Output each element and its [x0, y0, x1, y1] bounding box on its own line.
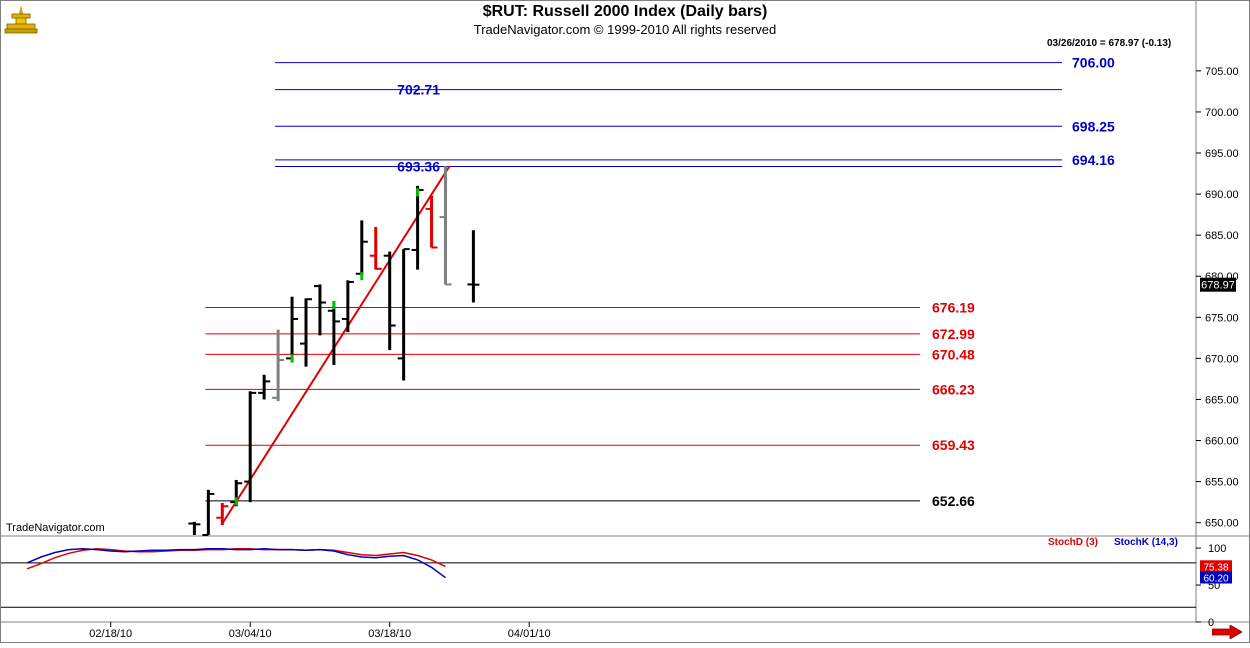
y-tick-label: 700.00 — [1205, 107, 1239, 119]
level-label: 676.19 — [932, 300, 975, 316]
price-bar — [397, 248, 410, 381]
y-tick-label: 695.00 — [1205, 148, 1239, 160]
y-tick-label: 655.00 — [1205, 477, 1239, 489]
stoch-series-line — [26, 548, 446, 570]
y-tick-label: 690.00 — [1205, 189, 1239, 201]
y-tick-label: 675.00 — [1205, 312, 1239, 324]
price-bar — [467, 230, 480, 303]
stoch-value-label: 75.38 — [1203, 562, 1228, 573]
status-line: 03/26/2010 = 678.97 (-0.13) — [1047, 38, 1172, 49]
legend-stoch-d: StochD (3) — [1048, 537, 1098, 548]
stoch-value-tag — [1200, 560, 1232, 573]
trendline — [221, 165, 451, 525]
watermark-text: TradeNavigator.com — [6, 522, 105, 534]
y-tick-label: 685.00 — [1205, 230, 1239, 242]
stoch-y-tick-label: 100 — [1208, 543, 1226, 555]
y-tick-label: 660.00 — [1205, 436, 1239, 448]
price-bar — [411, 185, 424, 270]
x-tick-label: 02/18/10 — [89, 628, 132, 640]
stoch-value-label: 60.20 — [1203, 574, 1228, 585]
price-bar — [286, 296, 299, 363]
price-bar — [355, 220, 368, 275]
price-bar — [341, 280, 354, 333]
level-label: 702.71 — [397, 82, 440, 98]
price-bar — [369, 226, 382, 270]
level-label: 693.36 — [397, 158, 440, 174]
price-bar — [244, 391, 257, 503]
level-label: 652.66 — [932, 493, 975, 509]
price-bar — [188, 521, 201, 535]
level-label: 698.25 — [1072, 118, 1115, 134]
level-label: 694.16 — [1072, 152, 1115, 168]
price-bar — [300, 298, 312, 367]
stoch-value-tag — [1200, 571, 1232, 584]
level-label: 672.99 — [932, 326, 975, 342]
stoch-y-tick-label: 0 — [1208, 617, 1214, 629]
last-price-label: 678.97 — [1201, 280, 1235, 292]
price-bar — [425, 195, 438, 249]
x-tick-label: 03/18/10 — [368, 628, 411, 640]
red-right-arrow-icon[interactable] — [1212, 625, 1242, 639]
legend-stoch-k: StochK (14,3) — [1114, 537, 1178, 548]
level-label: 666.23 — [932, 381, 975, 397]
stoch-series-line — [26, 548, 446, 579]
level-label: 670.48 — [932, 346, 975, 362]
price-bar — [216, 502, 229, 526]
price-bar — [383, 251, 396, 351]
price-bar — [313, 284, 326, 336]
y-tick-label: 705.00 — [1205, 66, 1239, 78]
y-tick-label: 670.00 — [1205, 353, 1239, 365]
chart-subtitle: TradeNavigator.com © 1999-2010 All right… — [473, 22, 777, 37]
x-tick-label: 04/01/10 — [508, 628, 551, 640]
y-tick-label: 650.00 — [1205, 518, 1239, 530]
price-bar — [327, 302, 340, 365]
price-bar — [258, 374, 271, 400]
tradenavigator-logo-icon[interactable] — [4, 4, 38, 34]
level-label: 659.43 — [932, 437, 975, 453]
chart-title: $RUT: Russell 2000 Index (Daily bars) — [482, 3, 768, 20]
y-tick-label: 665.00 — [1205, 394, 1239, 406]
price-bar — [272, 329, 285, 402]
x-tick-label: 03/04/10 — [229, 628, 272, 640]
price-bar — [202, 489, 215, 536]
last-price-tag — [1200, 277, 1236, 292]
level-label: 706.00 — [1072, 55, 1115, 71]
price-bar — [439, 166, 452, 286]
